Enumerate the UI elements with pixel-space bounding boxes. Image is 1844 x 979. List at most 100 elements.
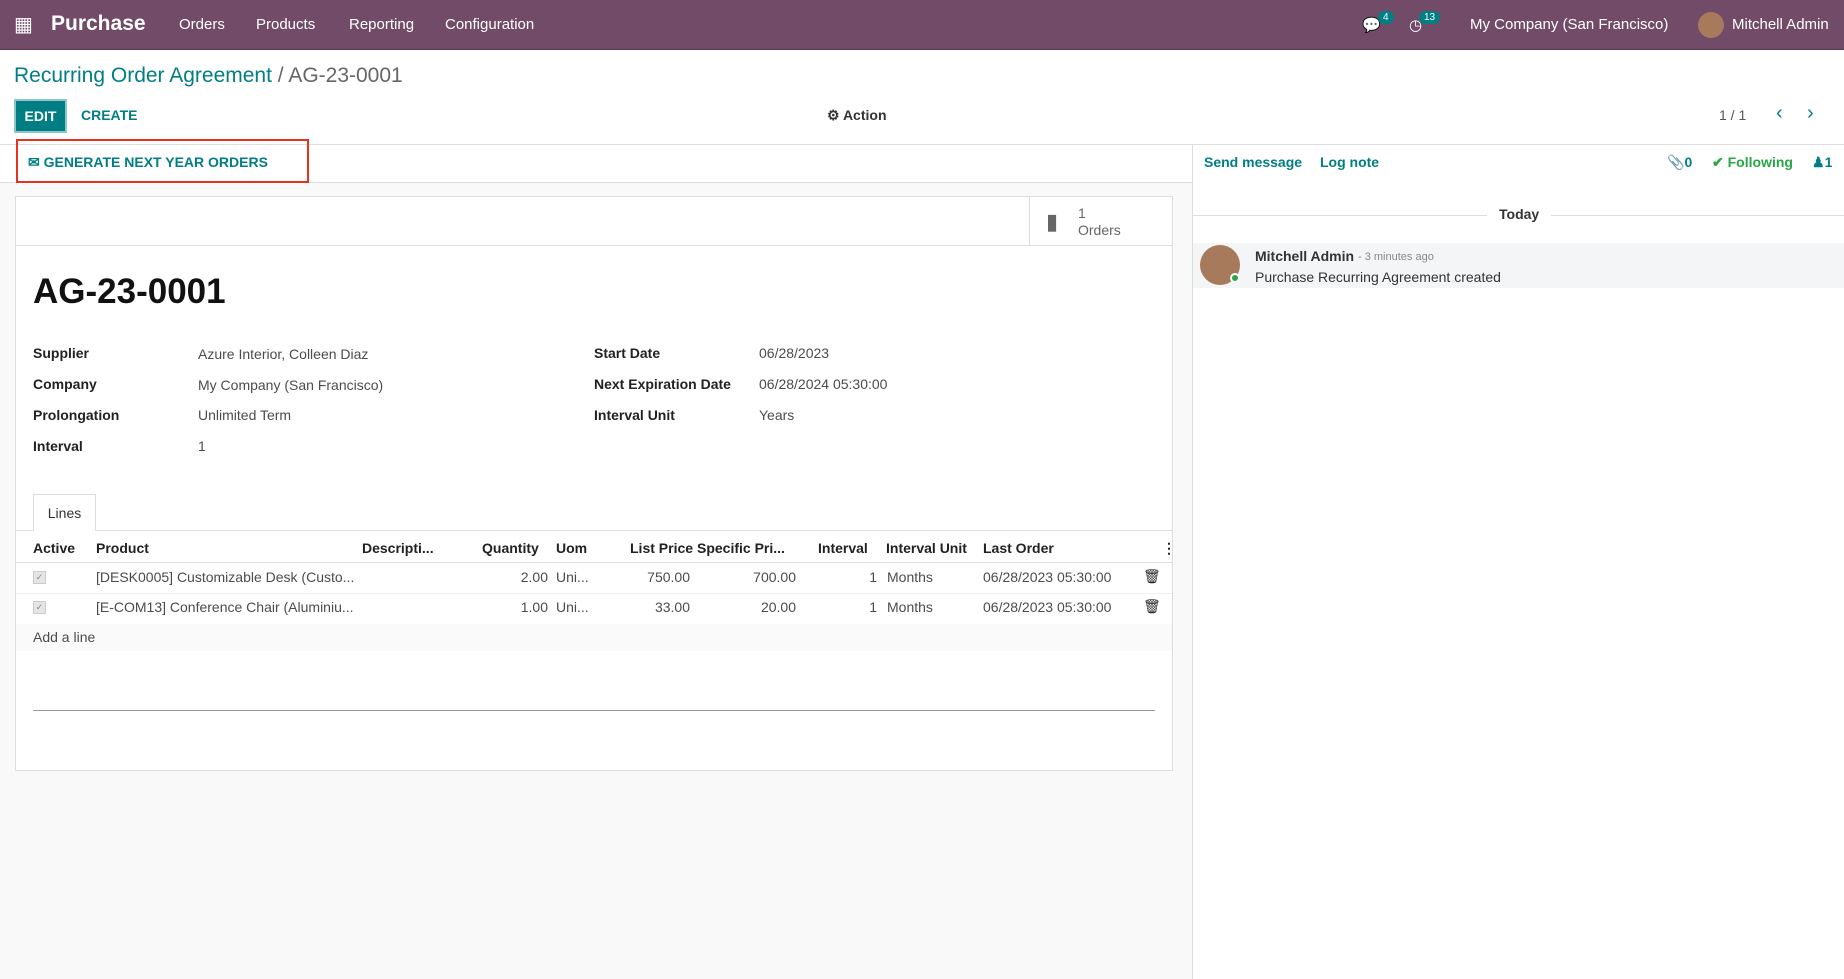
user-icon: ♟ bbox=[1812, 154, 1825, 170]
envelope-icon: ✉ bbox=[28, 154, 40, 170]
top-navbar: ▦ Purchase Orders Products Reporting Con… bbox=[0, 0, 1844, 50]
stat-count: 1 bbox=[1078, 205, 1086, 221]
cell-product: [E-COM13] Conference Chair (Aluminiu... bbox=[96, 599, 354, 615]
tab-lines[interactable]: Lines bbox=[33, 494, 96, 531]
start-date-label: Start Date bbox=[594, 345, 661, 361]
cell-list-price: 33.00 bbox=[654, 599, 690, 615]
next-expiration-value: 06/28/2024 05:30:00 bbox=[759, 376, 888, 392]
cell-interval-unit: Months bbox=[887, 599, 933, 615]
supplier-value[interactable]: Azure Interior, Colleen Diaz bbox=[198, 346, 369, 362]
log-note-button[interactable]: Log note bbox=[1320, 154, 1380, 170]
gear-icon: ⚙ bbox=[827, 107, 840, 123]
record-title: AG-23-0001 bbox=[33, 272, 226, 311]
breadcrumb-current: AG-23-0001 bbox=[288, 64, 403, 87]
cell-uom: Uni... bbox=[556, 599, 589, 615]
col-quantity[interactable]: Quantity bbox=[482, 540, 539, 556]
prolongation-value: Unlimited Term bbox=[198, 407, 292, 423]
messages-badge: 4 bbox=[1378, 11, 1394, 24]
create-button[interactable]: CREATE bbox=[81, 107, 138, 123]
menu-products[interactable]: Products bbox=[256, 16, 316, 33]
cell-specific-price: 20.00 bbox=[760, 599, 796, 615]
trash-icon[interactable]: 🗑 bbox=[1143, 598, 1161, 614]
col-list-price[interactable]: List Price bbox=[630, 540, 694, 556]
add-line-link[interactable]: Add a line bbox=[33, 629, 96, 645]
followers-button[interactable]: ♟1 bbox=[1812, 154, 1833, 170]
paperclip-icon: 📎 bbox=[1667, 154, 1685, 170]
interval-value: 1 bbox=[198, 438, 206, 454]
breadcrumb: Recurring Order Agreement / AG-23-0001 bbox=[14, 64, 403, 87]
next-expiration-label: Next Expiration Date bbox=[594, 376, 731, 392]
cell-last-order: 06/28/2023 05:30:00 bbox=[983, 599, 1112, 615]
following-button[interactable]: ✔ Following bbox=[1712, 154, 1793, 170]
message-body: Purchase Recurring Agreement created bbox=[1255, 269, 1501, 285]
col-active[interactable]: Active bbox=[33, 540, 76, 556]
activities-badge: 13 bbox=[1419, 11, 1441, 24]
check-icon: ✔ bbox=[1712, 154, 1724, 170]
supplier-label: Supplier bbox=[33, 345, 90, 361]
active-checkbox[interactable]: ✓ bbox=[33, 601, 46, 614]
divider bbox=[33, 710, 1155, 711]
pager-value[interactable]: 1 / 1 bbox=[1719, 107, 1747, 123]
col-interval[interactable]: Interval bbox=[818, 540, 868, 556]
highlight-box bbox=[16, 139, 309, 183]
document-icon: ▮ bbox=[1046, 209, 1059, 234]
statusbar bbox=[0, 145, 1192, 183]
date-separator: Today bbox=[1487, 206, 1552, 222]
menu-orders[interactable]: Orders bbox=[179, 16, 225, 33]
prolongation-label: Prolongation bbox=[33, 407, 120, 423]
cell-quantity: 2.00 bbox=[520, 569, 548, 585]
col-product[interactable]: Product bbox=[96, 540, 149, 556]
col-last-order[interactable]: Last Order bbox=[983, 540, 1054, 556]
user-avatar[interactable] bbox=[1698, 12, 1724, 38]
send-message-button[interactable]: Send message bbox=[1204, 154, 1303, 170]
activities-icon[interactable]: ◷ bbox=[1409, 17, 1423, 34]
start-date-value: 06/28/2023 bbox=[759, 345, 830, 361]
action-menu[interactable]: ⚙ Action bbox=[827, 107, 887, 124]
interval-unit-label: Interval Unit bbox=[594, 407, 675, 423]
message-time: - 3 minutes ago bbox=[1358, 251, 1434, 263]
online-status-icon bbox=[1230, 273, 1240, 283]
attachments-button[interactable]: 📎0 bbox=[1667, 154, 1693, 170]
optional-columns-icon[interactable]: ⋮ bbox=[1162, 540, 1176, 556]
col-uom[interactable]: Uom bbox=[556, 540, 588, 556]
message-author[interactable]: Mitchell Admin bbox=[1255, 248, 1355, 264]
cell-interval-unit: Months bbox=[887, 569, 933, 585]
chatter: Send message Log note 📎0 ✔ Following ♟1 … bbox=[1192, 145, 1844, 979]
form-sheet: ▮ 1 Orders bbox=[15, 196, 1173, 771]
control-panel: Recurring Order Agreement / AG-23-0001 bbox=[0, 50, 1844, 145]
col-specific-price[interactable]: Specific Pri... bbox=[697, 540, 785, 556]
cell-quantity: 1.00 bbox=[520, 599, 548, 615]
company-switcher[interactable]: My Company (San Francisco) bbox=[1470, 16, 1669, 33]
edit-button[interactable]: EDIT bbox=[14, 99, 67, 133]
menu-configuration[interactable]: Configuration bbox=[445, 16, 535, 33]
app-name[interactable]: Purchase bbox=[51, 12, 146, 35]
generate-next-year-orders-button[interactable]: ✉ GENERATE NEXT YEAR ORDERS bbox=[28, 154, 268, 171]
trash-icon[interactable]: 🗑 bbox=[1143, 568, 1161, 584]
pager-next-icon[interactable]: › bbox=[1807, 102, 1814, 124]
action-label: Action bbox=[842, 107, 887, 123]
interval-label: Interval bbox=[33, 438, 83, 454]
col-description[interactable]: Descripti... bbox=[362, 540, 434, 556]
cell-specific-price: 700.00 bbox=[753, 569, 796, 585]
cell-list-price: 750.00 bbox=[647, 569, 690, 585]
orders-stat-button[interactable]: ▮ 1 Orders bbox=[1029, 197, 1172, 245]
cell-uom: Uni... bbox=[556, 569, 589, 585]
stat-label: Orders bbox=[1078, 222, 1121, 238]
messages-icon[interactable]: 💬 bbox=[1362, 17, 1381, 34]
cell-interval: 1 bbox=[869, 569, 877, 585]
company-label: Company bbox=[33, 376, 97, 392]
message: Mitchell Admin - 3 minutes ago Purchase … bbox=[1193, 243, 1844, 288]
col-interval-unit[interactable]: Interval Unit bbox=[886, 540, 967, 556]
cell-interval: 1 bbox=[869, 599, 877, 615]
pager-previous-icon[interactable]: ‹ bbox=[1776, 102, 1783, 124]
menu-reporting[interactable]: Reporting bbox=[349, 16, 415, 33]
generate-label: GENERATE NEXT YEAR ORDERS bbox=[43, 154, 268, 170]
active-checkbox[interactable]: ✓ bbox=[33, 571, 46, 584]
user-menu[interactable]: Mitchell Admin bbox=[1732, 16, 1829, 33]
interval-unit-value: Years bbox=[759, 407, 795, 423]
company-value[interactable]: My Company (San Francisco) bbox=[198, 377, 384, 393]
cell-product: [DESK0005] Customizable Desk (Custo... bbox=[96, 569, 355, 585]
cell-last-order: 06/28/2023 05:30:00 bbox=[983, 569, 1112, 585]
breadcrumb-parent[interactable]: Recurring Order Agreement bbox=[14, 64, 272, 87]
apps-menu-icon[interactable]: ▦ bbox=[14, 14, 33, 36]
